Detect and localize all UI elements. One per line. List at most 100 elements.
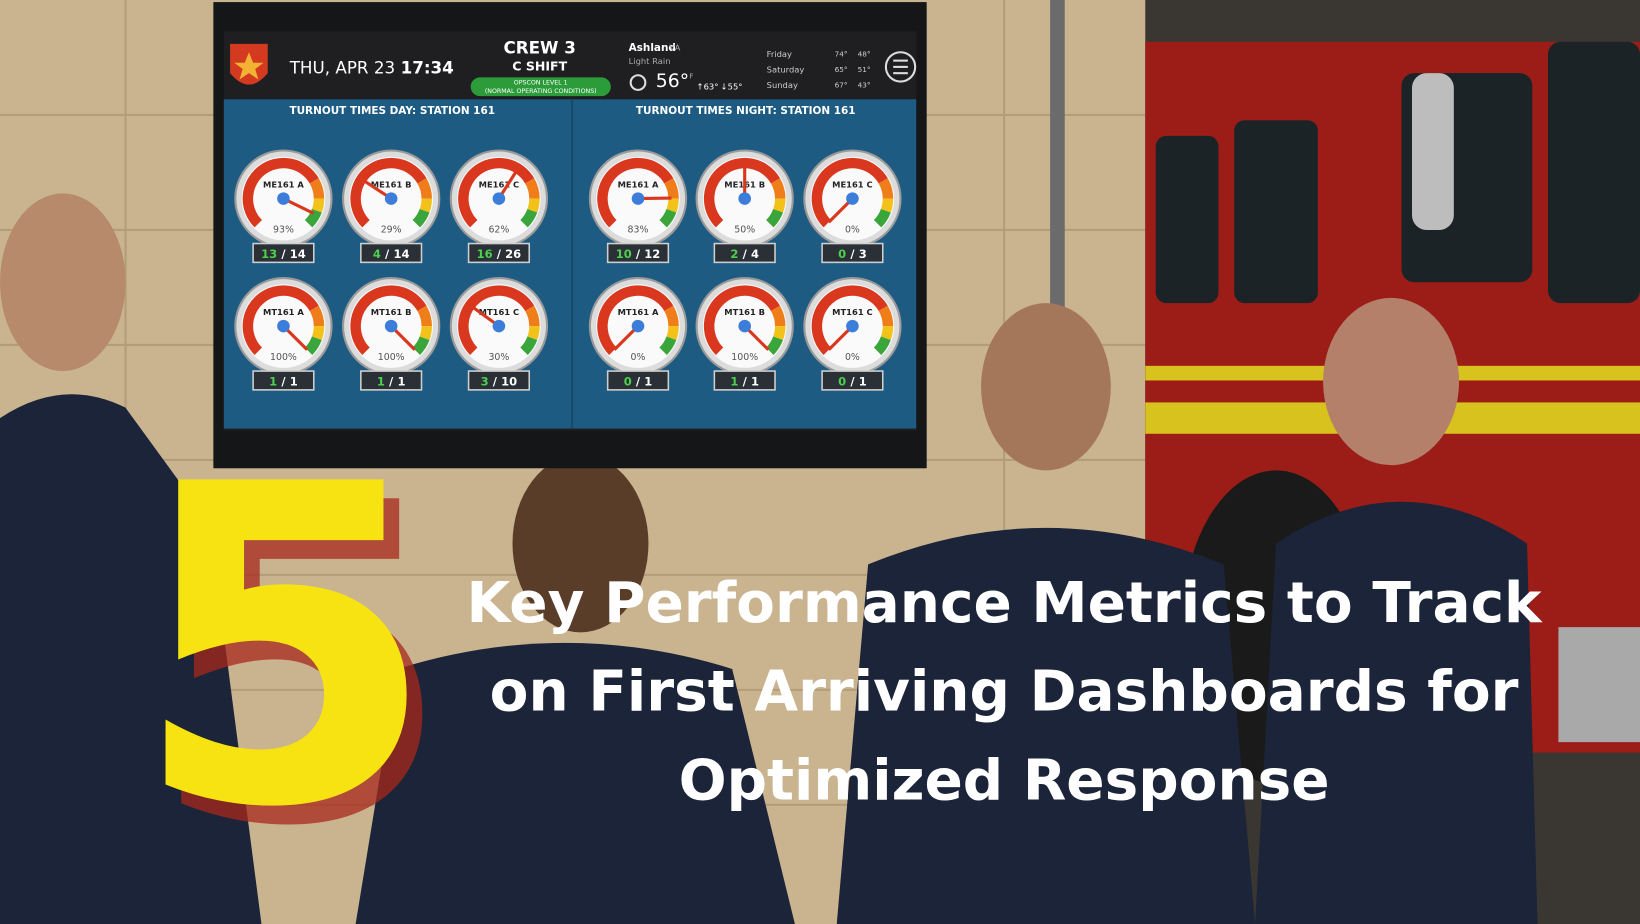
crew: CREW 3	[503, 38, 575, 58]
gauge-hub	[277, 192, 290, 205]
count: 0 / 3	[838, 246, 867, 260]
count-part: 4	[751, 246, 759, 260]
gauge-band	[878, 305, 894, 327]
count-box	[821, 370, 884, 391]
gauge-percent: 93%	[273, 224, 294, 235]
gauge-band	[458, 285, 535, 355]
opscon-note: (NORMAL OPERATING CONDITIONS)	[485, 88, 597, 95]
gauge-name: MT161 B	[371, 307, 412, 317]
gauge-name: ME161 B	[371, 180, 412, 190]
gauge-percent: 100%	[378, 352, 405, 363]
gauge-name: MT161 C	[479, 307, 520, 317]
count-part: 0	[838, 246, 846, 260]
count-part: 26	[505, 246, 521, 260]
forecast-day: Saturday	[767, 65, 805, 75]
state: VA	[669, 43, 680, 53]
gauge-percent: 83%	[628, 224, 649, 235]
count-box	[713, 370, 776, 391]
gauge-hub	[492, 319, 506, 333]
count-box	[821, 242, 884, 264]
forecast-day: Friday	[767, 49, 792, 59]
gauge-band	[304, 208, 322, 228]
gauge-band	[597, 157, 674, 228]
gauge-band	[878, 178, 894, 199]
count-box	[713, 242, 776, 264]
count: 1/1	[730, 374, 759, 388]
count: 4 /14	[373, 246, 410, 260]
gauge-band	[525, 178, 540, 199]
count-part: 2	[730, 246, 738, 260]
gauge-band	[597, 285, 674, 355]
count-part: 13	[261, 246, 277, 260]
gauge-hub	[492, 192, 506, 205]
gauge-band	[304, 336, 322, 355]
headline-line: on First Arriving Dashboards for	[490, 660, 1519, 725]
count-part: 3	[859, 246, 867, 260]
gauge-band	[703, 157, 781, 228]
forecast-day: Sunday	[767, 80, 798, 90]
count: 3 /10	[481, 374, 518, 388]
count-part: /	[389, 374, 394, 388]
count-part: 1	[751, 374, 759, 388]
gauge-name: MT161 A	[618, 307, 659, 317]
forecast-low: 48°	[858, 49, 871, 58]
gauge-percent: 29%	[381, 224, 402, 235]
gauge-percent: 62%	[488, 224, 509, 235]
count-box	[360, 242, 423, 264]
count-part: /	[385, 246, 390, 260]
count-part: 3	[481, 374, 489, 388]
gauge-name: MT161 C	[832, 307, 873, 317]
gauge-band	[527, 325, 540, 341]
count-part: 1	[397, 374, 405, 388]
count: 1/1	[269, 374, 298, 388]
count-part: 1	[290, 374, 298, 388]
temperature: 56°	[656, 71, 689, 92]
count: 10 /12	[616, 246, 661, 260]
gauge-band	[880, 325, 894, 341]
forecast-low: 51°	[858, 65, 871, 74]
gauge-band	[873, 208, 891, 228]
count-part: 1	[859, 374, 867, 388]
low: ↓55°	[721, 81, 743, 91]
gauge-band	[666, 198, 679, 213]
menu-button[interactable]	[884, 51, 917, 83]
gauge-band	[242, 285, 319, 355]
menu-icon	[893, 59, 908, 75]
count: 1/1	[377, 374, 406, 388]
gauge-band	[417, 178, 432, 199]
count-part: 14	[393, 246, 409, 260]
gauge-hub	[631, 192, 645, 205]
gauge-band	[664, 305, 679, 327]
gauge-band	[458, 157, 535, 228]
gauge-hub	[846, 192, 859, 205]
gauge-name: ME161 C	[479, 180, 520, 190]
gauge-band	[770, 305, 786, 327]
gauge-name: ME161 C	[832, 180, 873, 190]
gauge-hub	[738, 192, 751, 205]
dynamic: Friday 74° 48° Saturday 65° 51° Sunday 67° 43° TU…	[234, 49, 902, 391]
people	[0, 193, 1538, 924]
gauge-percent: 0%	[845, 224, 860, 235]
count-box	[467, 242, 531, 264]
gauge-band	[412, 336, 430, 355]
gauge-percent: 100%	[270, 352, 297, 363]
count-part: 1	[377, 374, 385, 388]
headline-line: Optimized Response	[679, 749, 1330, 814]
gauge-percent: 0%	[845, 352, 860, 363]
gauge-name: ME161 A	[618, 180, 659, 190]
gauge-band	[811, 157, 888, 228]
unit: F	[689, 71, 693, 80]
high: ↑63°	[697, 81, 719, 91]
gauge-band	[417, 305, 432, 327]
gauge-hub	[738, 319, 751, 333]
pipe	[1050, 0, 1065, 314]
gauge-name: ME161 A	[263, 180, 304, 190]
gauge-band	[309, 305, 325, 327]
count-part: 16	[477, 246, 493, 260]
gauge-band	[419, 198, 432, 213]
count-box	[252, 242, 315, 264]
count-box	[360, 370, 423, 391]
count-part: 10	[616, 246, 632, 260]
